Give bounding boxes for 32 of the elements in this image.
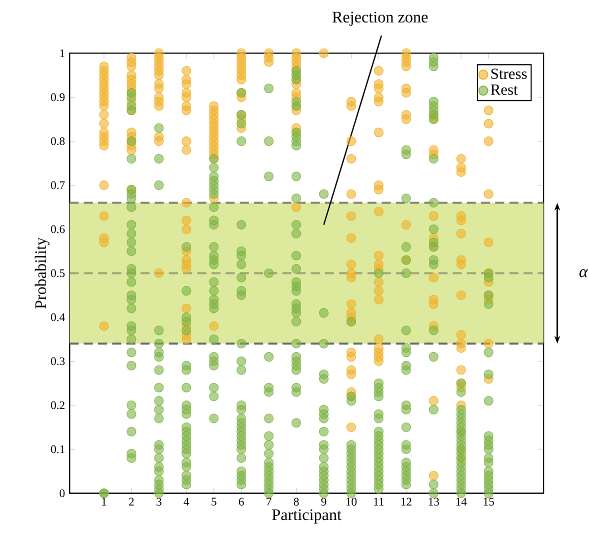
y-tick-label: 0.3 [51,357,65,366]
x-tick-label: 3 [156,498,162,506]
y-tick-label: 0.7 [51,181,65,190]
x-tick-label: 7 [266,498,272,506]
x-tick-label: 15 [484,498,494,506]
x-tick-label: 12 [401,498,412,506]
y-axis-title: Probability [34,238,50,309]
x-tick-label: 11 [374,498,384,506]
x-tick-label: 8 [294,498,299,506]
x-tick-label: 1 [102,498,106,506]
text: Rejection zone [332,12,428,26]
band-label: α [579,269,588,278]
x-tick-label: 5 [212,498,216,506]
x-tick-label: 6 [238,498,244,506]
legend-label: Stress [491,68,527,80]
x-axis-title: Participant [272,509,342,524]
y-tick-label: 1 [60,49,64,58]
y-tick-label: 0.2 [51,401,64,410]
x-tick-label: 13 [428,498,440,506]
y-tick-label: 0.5 [51,269,65,278]
y-tick-label: 0.6 [51,225,65,234]
y-tick-label: 0.9 [51,93,65,102]
y-tick-label: 0.8 [51,137,65,146]
x-tick-label: 10 [346,498,357,506]
x-tick-label: 4 [184,498,190,506]
y-tick-label: 0 [60,489,65,498]
y-tick-label: 0.4 [51,313,65,322]
y-tick-label: 0.1 [51,445,64,454]
x-tick-label: 14 [456,498,467,506]
x-tick-label: 9 [321,498,326,506]
x-tick-label: 2 [129,498,134,506]
legend-label: Rest [490,84,518,96]
